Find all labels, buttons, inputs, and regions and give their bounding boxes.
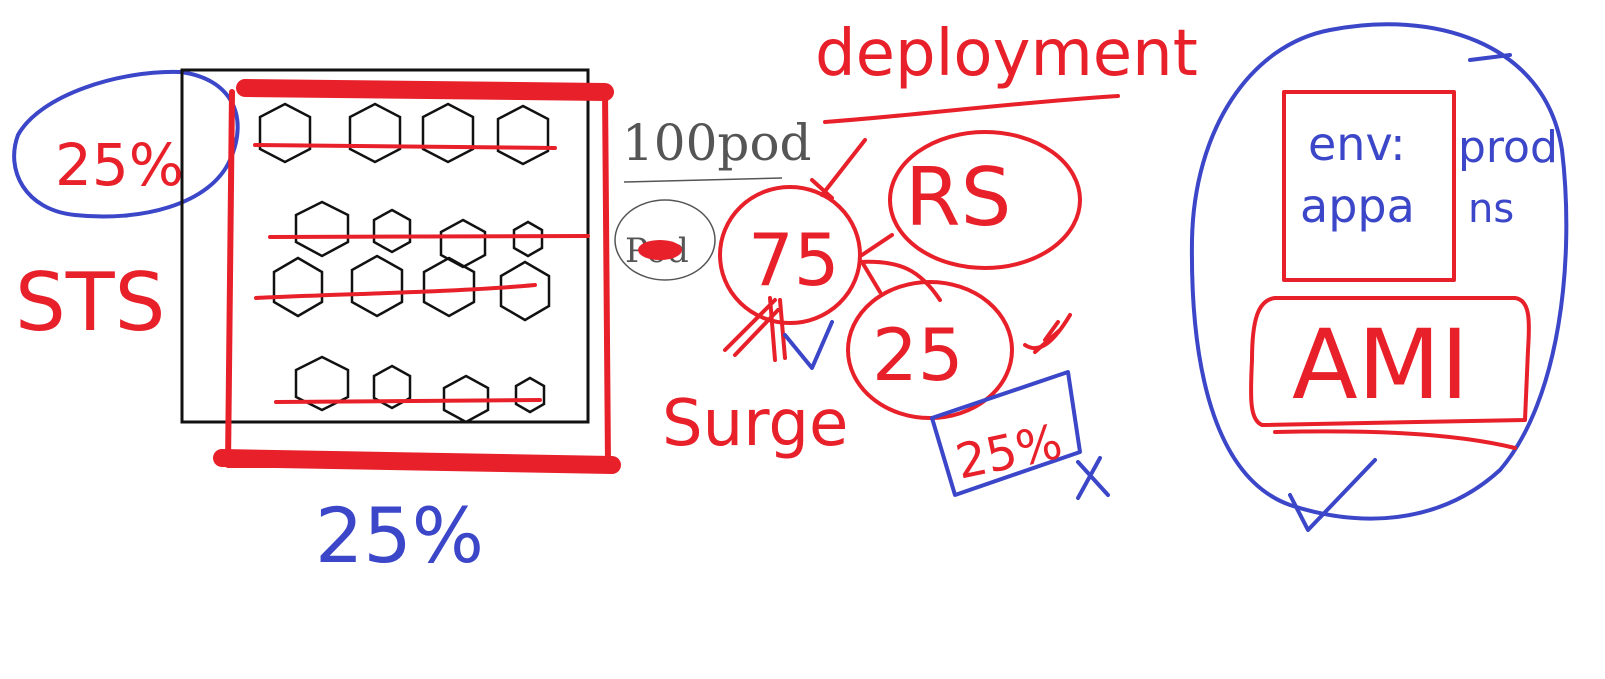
hexagon-row-3 — [254, 254, 551, 322]
pod-hexagon — [294, 200, 350, 258]
deployment-underline — [823, 94, 1120, 124]
node-box — [180, 68, 590, 424]
strike-line — [268, 234, 590, 239]
sts-label: STS — [15, 256, 165, 349]
surge-label: Surge — [662, 387, 848, 461]
hexagon-row-4 — [274, 355, 546, 424]
middle-section: 100pod Pod deployment RS 75 Surge 25 25% — [614, 17, 1198, 500]
hexagon-row-2 — [268, 200, 590, 269]
env-line-1: env: — [1308, 117, 1406, 171]
ami-box — [1249, 296, 1531, 427]
twenty-five-label: 25 — [872, 313, 964, 397]
left-section: 25% STS — [12, 68, 621, 580]
pod-hexagon — [258, 102, 312, 164]
pod-hexagon — [422, 256, 476, 318]
prod-line-2: ns — [1468, 186, 1514, 232]
env-line-2: appa — [1300, 179, 1415, 233]
pod-hexagon — [442, 374, 490, 424]
cross-mark — [1076, 456, 1110, 500]
seventy-five-label: 75 — [748, 218, 840, 302]
rs-label: RS — [905, 151, 1011, 244]
pod-hexagon — [421, 102, 475, 164]
ami-label: AMI — [1292, 309, 1469, 421]
check-mark — [783, 320, 834, 370]
ami-underline — [1273, 429, 1517, 450]
twenty-five-tick — [1023, 313, 1072, 354]
pod-hexagon — [499, 260, 551, 322]
left-percent-label: 25% — [55, 131, 184, 199]
rs-circle — [888, 130, 1082, 270]
right-section: env: appa prod ns AMI — [1189, 22, 1569, 532]
pod-hexagon — [372, 364, 412, 410]
pod-hexagon — [514, 376, 546, 414]
pod-small-oval — [614, 199, 716, 281]
right-outer-oval — [1189, 22, 1569, 521]
left-percent-oval — [12, 69, 240, 219]
red-rect-top-fill — [236, 79, 614, 101]
pod-hexagon — [496, 104, 550, 166]
pod-hexagon — [272, 256, 324, 318]
strike-line — [253, 143, 557, 150]
twenty-five-percent-label: 25% — [951, 414, 1067, 491]
percent-box — [930, 370, 1082, 497]
pod-hexagon — [372, 208, 412, 254]
bottom-percent-label: 25% — [315, 491, 484, 580]
pod-count-label: 100pod — [622, 114, 812, 172]
env-box — [1282, 90, 1456, 282]
pod-count-underline — [623, 177, 783, 183]
hexagon-row-1 — [253, 102, 557, 166]
pod-small-scribble — [638, 240, 682, 260]
deployment-label: deployment — [815, 17, 1198, 91]
prod-line-1: prod — [1458, 122, 1558, 173]
transfer-arrow — [858, 233, 942, 302]
pod-hexagon — [348, 102, 402, 164]
right-check-mark — [1288, 458, 1377, 532]
pod-hexagon — [294, 355, 350, 412]
pod-hexagon — [512, 220, 544, 258]
strike-line — [274, 398, 542, 404]
red-rect-bottom-fill — [213, 449, 621, 474]
pod-hexagon — [350, 254, 404, 318]
surge-hatch — [723, 296, 787, 362]
deployment-arrow — [810, 138, 867, 200]
strike-line — [254, 283, 537, 300]
